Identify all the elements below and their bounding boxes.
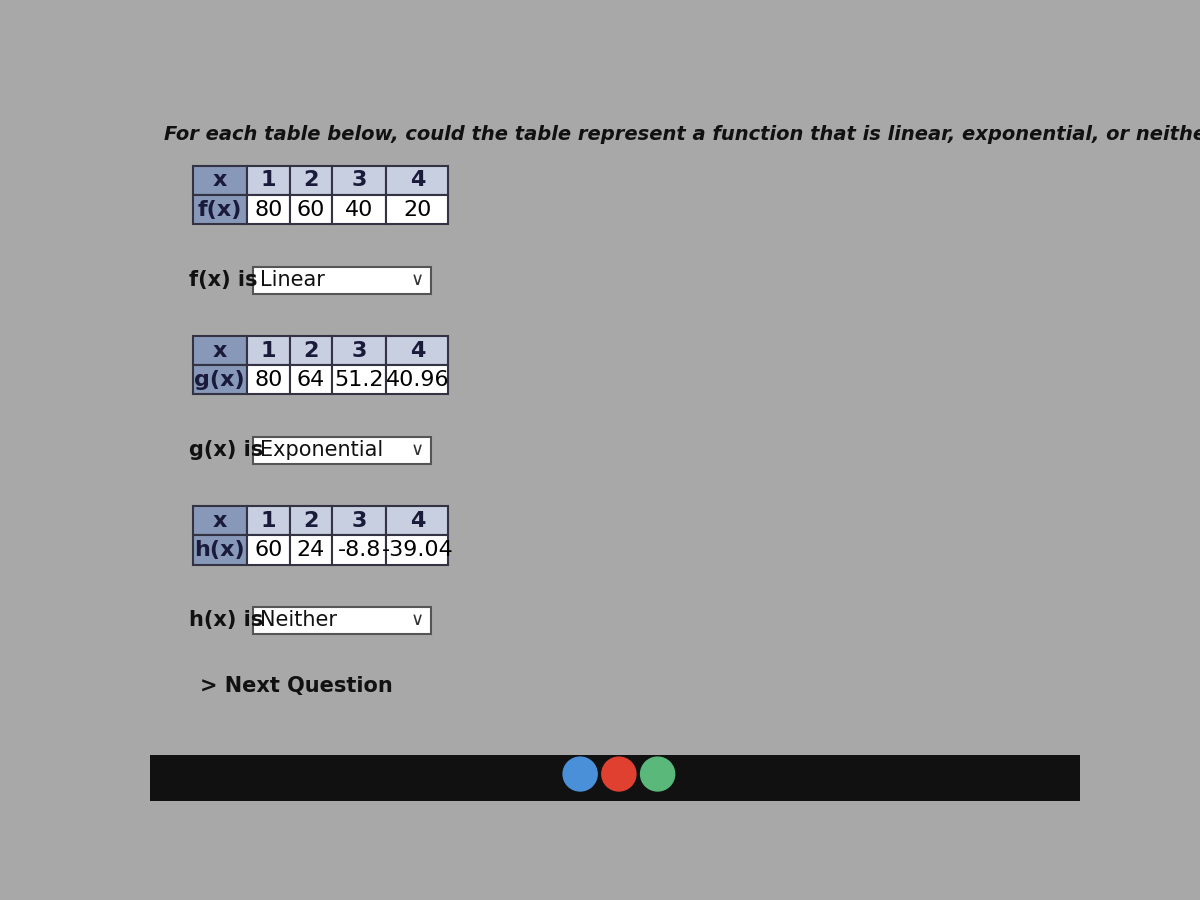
Bar	[386, 336, 449, 365]
Text: h(x): h(x)	[194, 540, 245, 560]
Bar	[193, 195, 247, 224]
Bar	[386, 536, 449, 564]
Bar	[386, 365, 449, 394]
Text: 1: 1	[260, 340, 276, 361]
Bar	[247, 536, 289, 564]
Bar	[332, 336, 386, 365]
Bar	[253, 607, 431, 634]
Text: ∨: ∨	[410, 271, 424, 289]
Text: 2: 2	[304, 510, 318, 531]
Text: Exponential: Exponential	[260, 440, 384, 460]
Bar	[253, 266, 431, 293]
Bar	[386, 166, 449, 195]
Bar	[247, 336, 289, 365]
Bar	[289, 166, 332, 195]
Bar	[193, 166, 247, 195]
Text: 51.2: 51.2	[335, 370, 384, 390]
Text: 3: 3	[352, 340, 367, 361]
Bar	[386, 195, 449, 224]
Text: 80: 80	[254, 200, 282, 220]
Text: 4: 4	[409, 510, 425, 531]
Text: 1: 1	[260, 510, 276, 531]
Bar	[193, 506, 247, 536]
Bar	[332, 506, 386, 536]
Bar	[332, 536, 386, 564]
Bar	[253, 436, 431, 464]
Text: 2: 2	[304, 170, 318, 191]
Bar	[332, 195, 386, 224]
Text: 24: 24	[296, 540, 325, 560]
Text: 1: 1	[260, 170, 276, 191]
Bar	[150, 755, 1080, 801]
Text: 40.96: 40.96	[385, 370, 449, 390]
Bar	[193, 536, 247, 564]
Text: 3: 3	[352, 170, 367, 191]
Bar	[193, 336, 247, 365]
Text: 20: 20	[403, 200, 432, 220]
Bar	[289, 536, 332, 564]
Text: -39.04: -39.04	[382, 540, 454, 560]
Bar	[247, 166, 289, 195]
Text: 60: 60	[254, 540, 282, 560]
Text: 60: 60	[296, 200, 325, 220]
Text: 2: 2	[304, 340, 318, 361]
Text: f(x): f(x)	[198, 200, 242, 220]
Text: x: x	[212, 340, 227, 361]
Bar	[386, 506, 449, 536]
Text: Linear: Linear	[260, 270, 325, 290]
Text: x: x	[212, 170, 227, 191]
Circle shape	[641, 757, 674, 791]
Text: f(x) is: f(x) is	[188, 270, 264, 290]
Text: For each table below, could the table represent a function that is linear, expon: For each table below, could the table re…	[164, 125, 1200, 144]
Bar	[332, 365, 386, 394]
Text: ∨: ∨	[410, 611, 424, 629]
Bar	[247, 506, 289, 536]
Circle shape	[563, 757, 598, 791]
Text: 40: 40	[346, 200, 373, 220]
Text: 80: 80	[254, 370, 282, 390]
Text: 3: 3	[352, 510, 367, 531]
Text: x: x	[212, 510, 227, 531]
Text: > Next Question: > Next Question	[200, 676, 394, 697]
Text: Neither: Neither	[260, 610, 337, 630]
Text: 4: 4	[409, 170, 425, 191]
Bar	[289, 365, 332, 394]
Text: -8.8: -8.8	[337, 540, 380, 560]
Text: 4: 4	[409, 340, 425, 361]
Text: g(x): g(x)	[194, 370, 245, 390]
Bar	[247, 195, 289, 224]
Bar	[289, 336, 332, 365]
Text: ∨: ∨	[410, 441, 424, 459]
Text: h(x) is: h(x) is	[188, 610, 270, 630]
Text: g(x) is: g(x) is	[188, 440, 270, 460]
Bar	[289, 506, 332, 536]
Text: 64: 64	[296, 370, 325, 390]
Bar	[247, 365, 289, 394]
Circle shape	[602, 757, 636, 791]
Bar	[193, 365, 247, 394]
Bar	[332, 166, 386, 195]
Bar	[289, 195, 332, 224]
